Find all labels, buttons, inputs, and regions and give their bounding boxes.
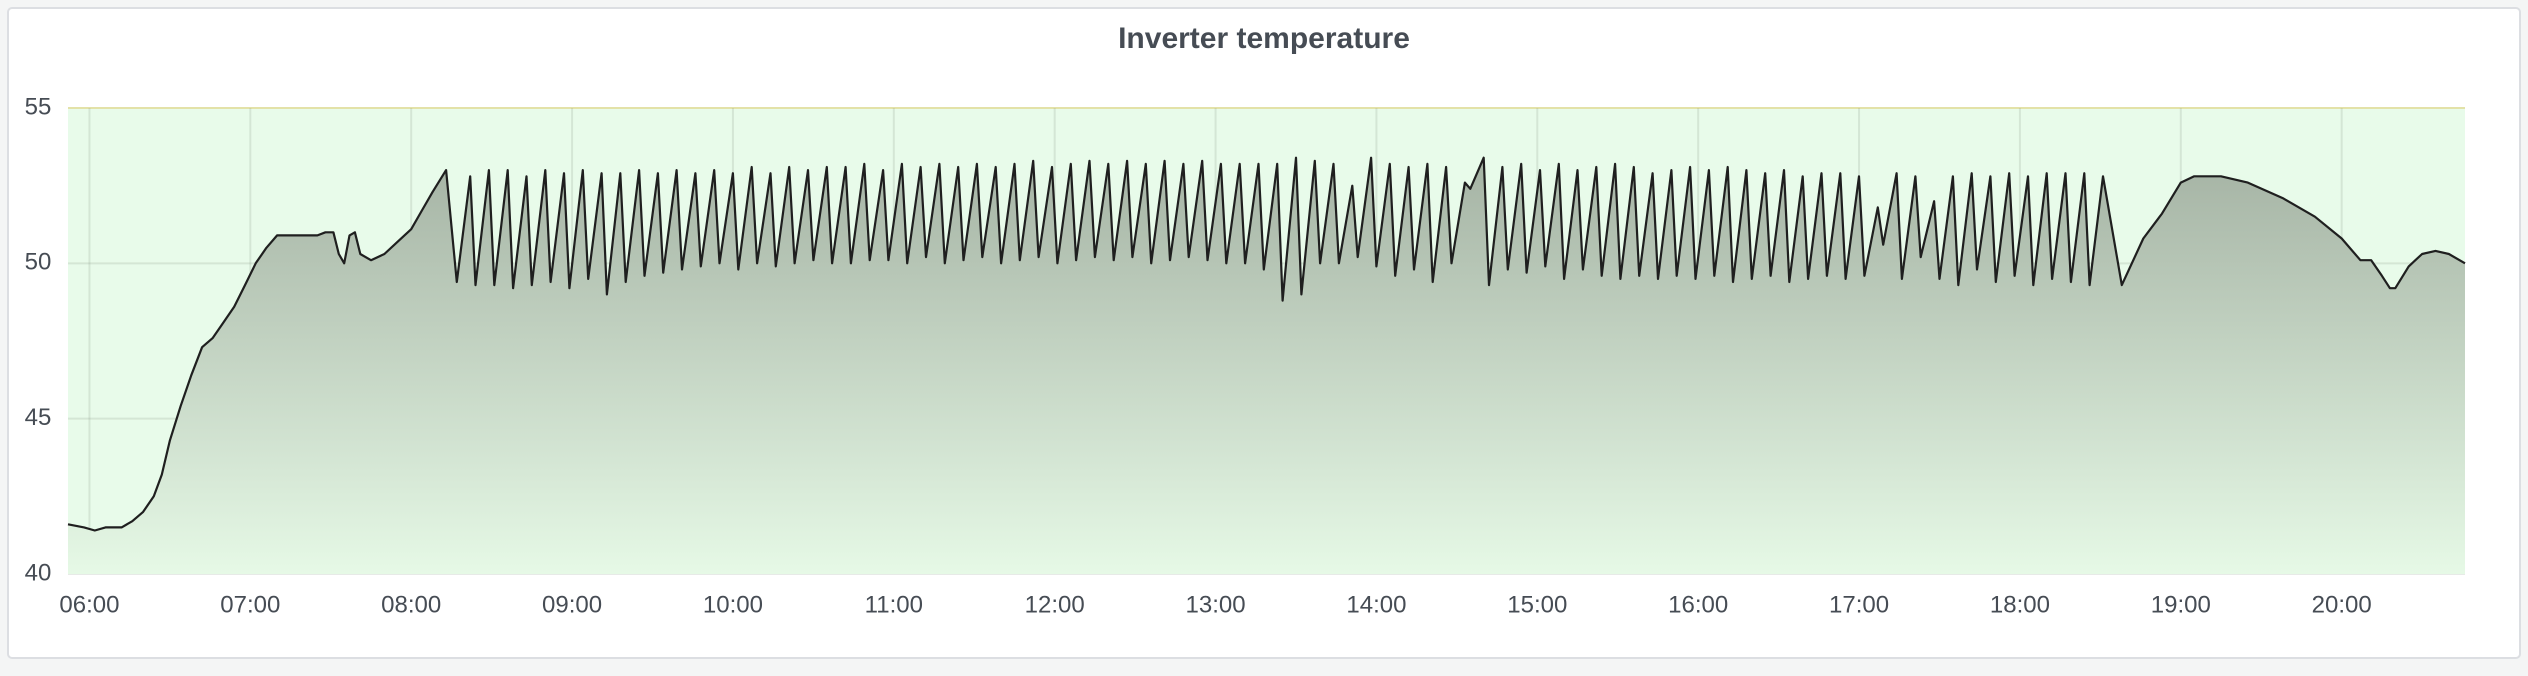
x-tick-label: 12:00: [1025, 591, 1085, 618]
chart-title: Inverter temperature: [1118, 22, 1410, 55]
x-tick-label: 17:00: [1829, 591, 1889, 618]
x-tick-label: 19:00: [2151, 591, 2211, 618]
x-tick-label: 09:00: [542, 591, 602, 618]
line: [67, 156, 2466, 532]
x-tick-label: 07:00: [220, 591, 280, 618]
y-tick-label: 55: [25, 93, 52, 120]
x-tick-label: 06:00: [59, 591, 119, 618]
x-tick-label: 18:00: [1990, 591, 2050, 618]
x-tick-label: 11:00: [865, 591, 923, 618]
x-tick-label: 08:00: [381, 591, 441, 618]
y-tick-label: 45: [25, 404, 52, 431]
y-tick-label: 50: [25, 249, 52, 276]
x-tick-label: 14:00: [1346, 591, 1406, 618]
x-tick-label: 20:00: [2312, 591, 2372, 618]
x-tick-label: 10:00: [703, 591, 763, 618]
x-tick-label: 15:00: [1507, 591, 1567, 618]
x-tick-label: 13:00: [1186, 591, 1246, 618]
area: [68, 157, 2465, 574]
x-tick-label: 16:00: [1668, 591, 1728, 618]
y-tick-label: 40: [25, 559, 52, 586]
